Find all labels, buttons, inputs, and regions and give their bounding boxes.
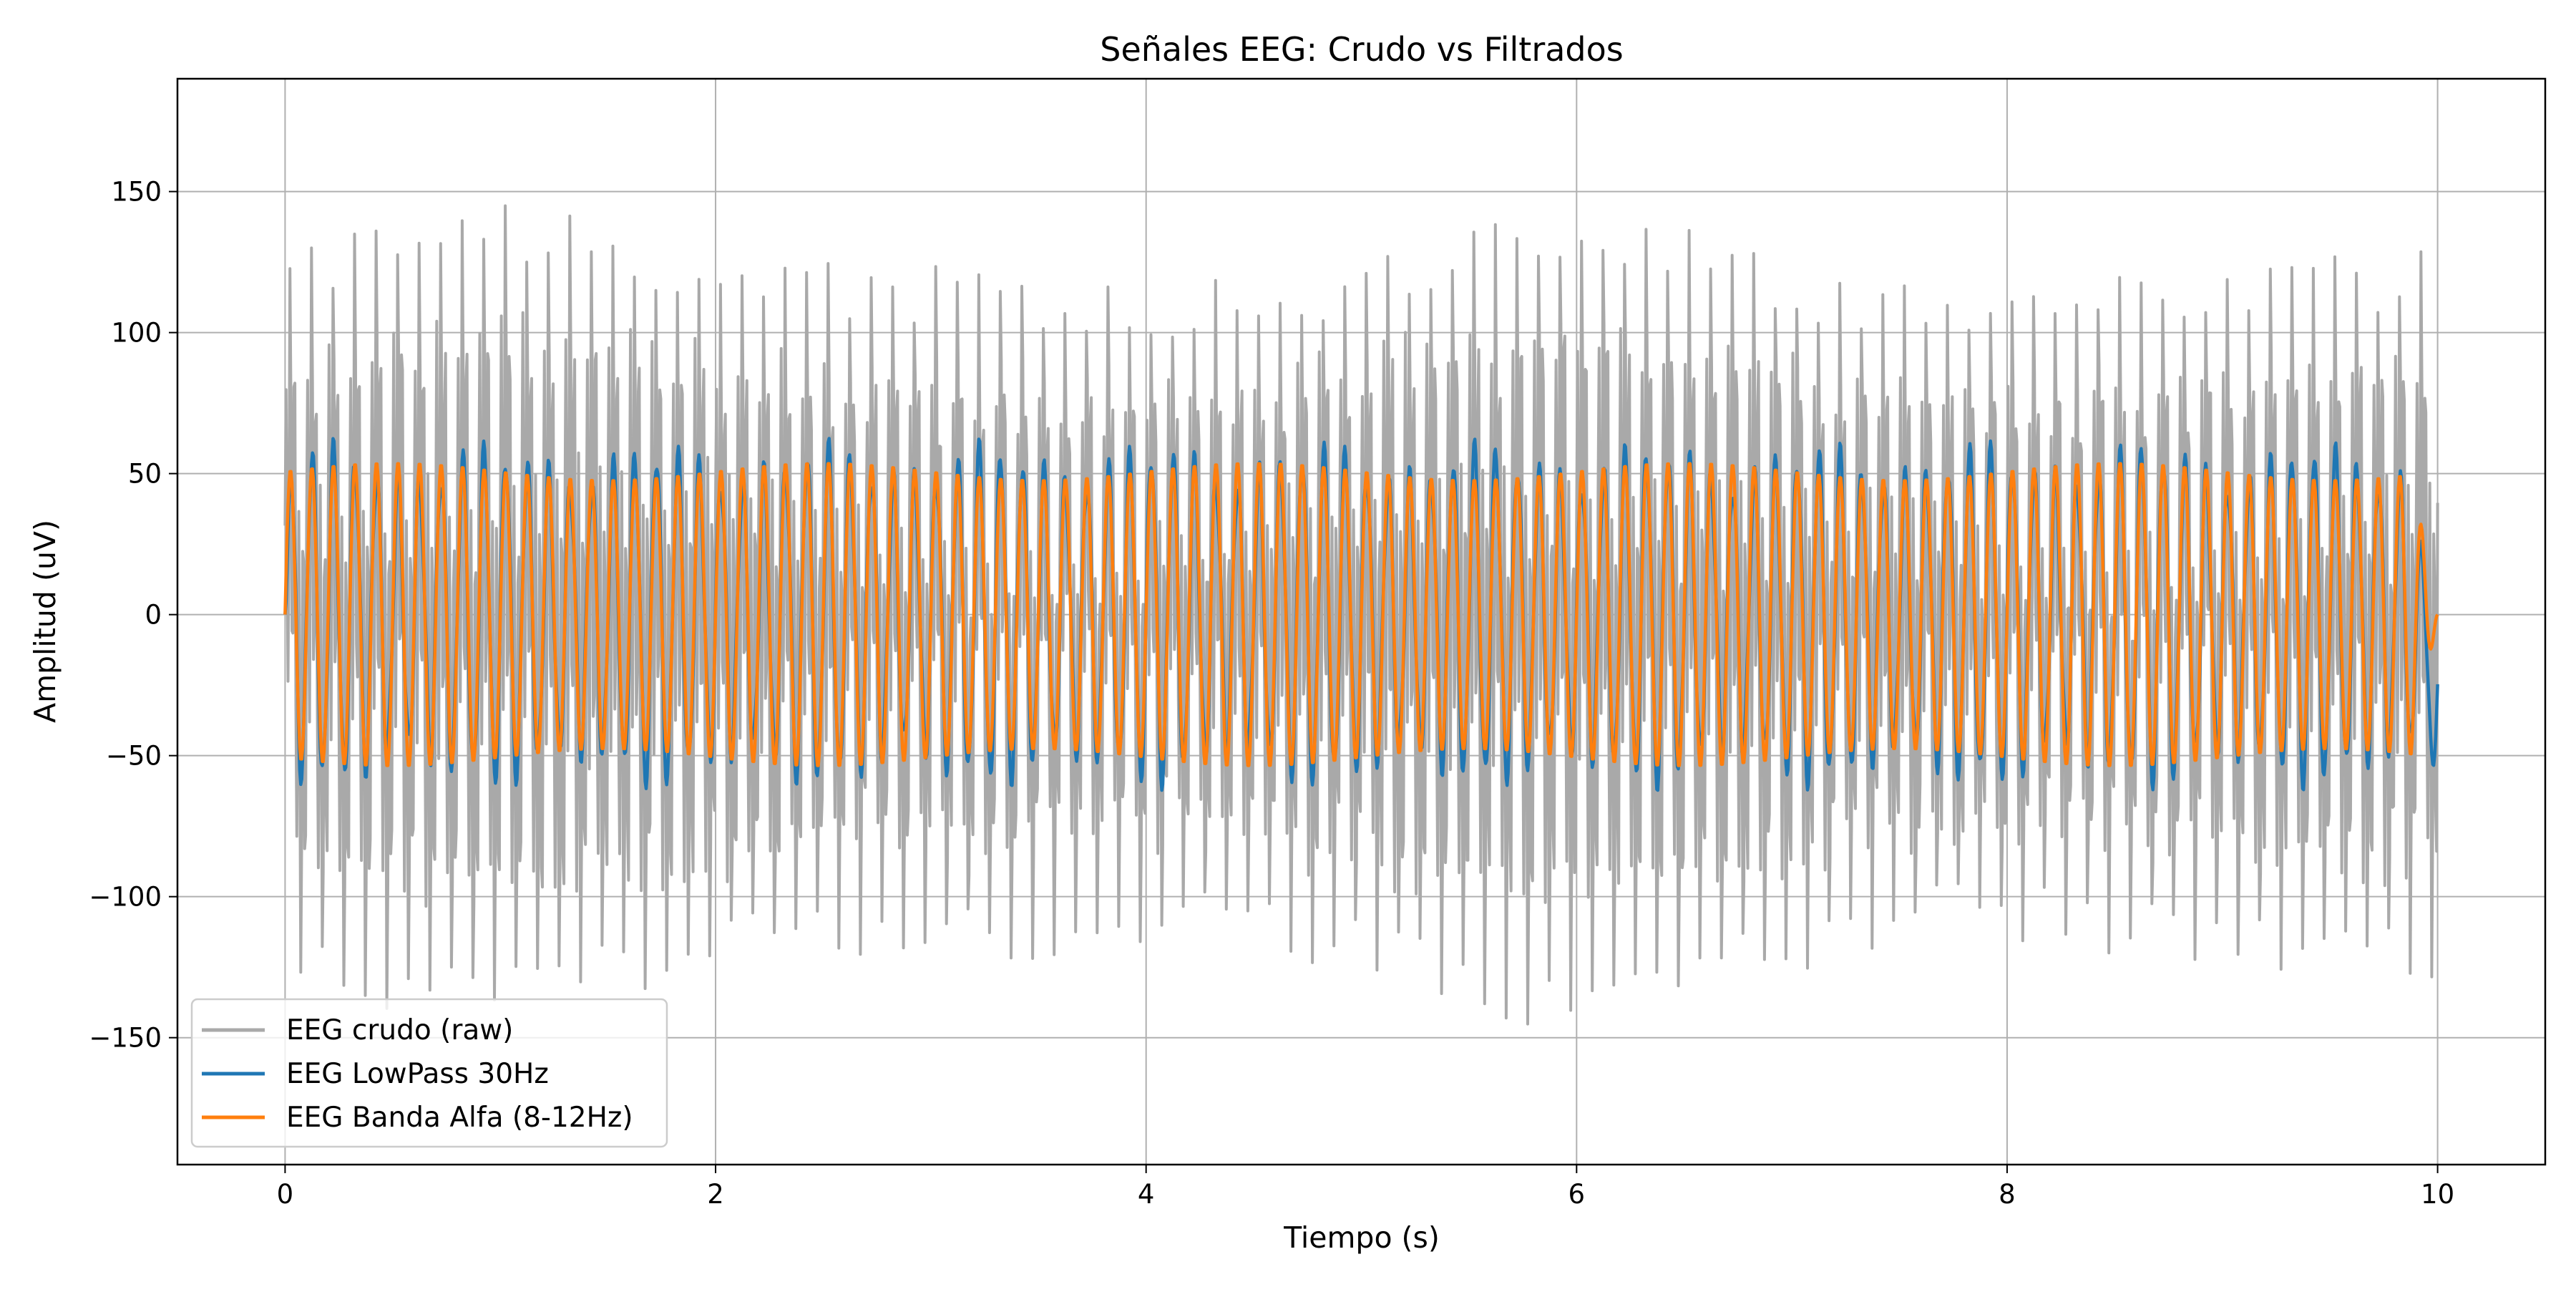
series-raw-line xyxy=(283,204,2439,1026)
series-layer xyxy=(283,204,2439,1026)
legend-box xyxy=(190,998,668,1148)
legend-label-raw: EEG crudo (raw) xyxy=(286,1014,513,1046)
tick-layer: 0 2 4 6 8 10 −150 −100 −50 0 50 100 150 xyxy=(89,177,2454,1210)
x-tick-label: 2 xyxy=(707,1179,724,1210)
y-tick-label: −100 xyxy=(89,882,162,913)
x-tick-label: 0 xyxy=(277,1179,294,1210)
x-tick-label: 8 xyxy=(1999,1179,2016,1210)
legend-label-lowpass: EEG LowPass 30Hz xyxy=(286,1058,549,1090)
series-alpha-line xyxy=(283,462,2439,767)
chart-title: Señales EEG: Crudo vs Filtrados xyxy=(1100,30,1624,69)
y-tick-label: 50 xyxy=(128,459,162,490)
x-tick-label: 10 xyxy=(2421,1179,2454,1210)
x-axis-label: Tiempo (s) xyxy=(1283,1220,1440,1255)
y-tick-label: −150 xyxy=(89,1023,162,1054)
y-tick-label: 100 xyxy=(111,318,162,349)
x-tick-label: 4 xyxy=(1138,1179,1155,1210)
y-axis-label: Amplitud (uV) xyxy=(28,520,62,723)
y-tick-label: 0 xyxy=(145,600,162,631)
x-tick-label: 6 xyxy=(1568,1179,1586,1210)
y-tick-label: 150 xyxy=(111,177,162,208)
y-tick-label: −50 xyxy=(106,741,162,772)
legend: EEG crudo (raw) EEG LowPass 30Hz EEG Ban… xyxy=(190,998,668,1148)
plot-frame xyxy=(176,77,2547,1166)
legend-label-alpha: EEG Banda Alfa (8-12Hz) xyxy=(286,1102,633,1134)
